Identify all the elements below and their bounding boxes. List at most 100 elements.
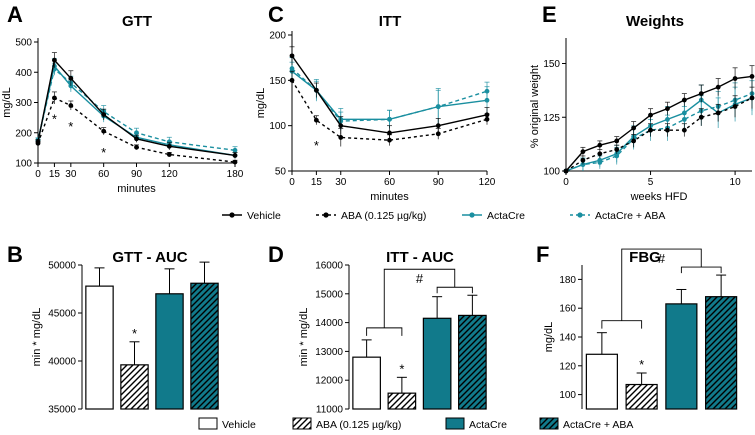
x-tick-label: 90	[433, 177, 445, 188]
data-point	[52, 57, 57, 63]
data-point	[435, 123, 441, 129]
data-point	[435, 104, 441, 110]
data-point	[134, 136, 139, 142]
legend-swatch	[292, 417, 312, 430]
legend-label: ABA (0.125 µg/kg)	[341, 210, 426, 222]
legend-label: Vehicle	[222, 419, 256, 431]
data-point	[631, 125, 637, 131]
legend-marker	[323, 212, 329, 218]
significance-marker: #	[658, 251, 666, 266]
x-tick-label: 15	[311, 177, 323, 188]
legend-lines: Vehicle ABA (0.125 µg/kg) ActaCre ActaCre +…	[222, 210, 665, 222]
panel-letter: D	[268, 242, 284, 267]
data-point	[232, 147, 238, 153]
legend-label: Vehicle	[247, 210, 281, 222]
comparison-bracket: #	[366, 268, 473, 336]
bar	[665, 303, 698, 410]
significance-marker: *	[314, 138, 319, 153]
data-point	[166, 143, 172, 149]
panel-letter: E	[542, 2, 557, 27]
y-tick-label: 180	[559, 275, 576, 286]
y-tick-label: 100	[269, 121, 286, 132]
bracket-line	[383, 268, 456, 328]
data-point	[681, 127, 687, 133]
legend-label: ActaCre	[487, 210, 525, 222]
bracket-line	[621, 248, 702, 321]
legend-swatch	[198, 417, 218, 430]
y-tick-label: 16000	[315, 261, 343, 272]
panel-letter: A	[7, 2, 23, 27]
y-tick-label: 200	[269, 31, 286, 42]
data-point	[597, 151, 603, 157]
chart-title: GTT	[122, 13, 152, 30]
data-point	[313, 87, 319, 93]
x-axis-label: minutes	[370, 191, 409, 203]
data-point	[732, 104, 738, 109]
data-point	[681, 117, 687, 122]
y-tick-label: 12000	[315, 376, 343, 387]
data-point	[665, 106, 670, 112]
legend-marker	[577, 212, 583, 218]
y-tick-label: 50	[275, 167, 287, 178]
data-point	[68, 103, 74, 108]
bracket-line	[680, 266, 722, 274]
data-point	[35, 140, 41, 146]
series-0	[35, 52, 238, 159]
bar	[387, 392, 417, 410]
x-tick-label: 60	[98, 169, 110, 180]
data-point	[232, 153, 238, 158]
series-1	[35, 91, 238, 165]
data-point	[732, 76, 738, 81]
bracket-line	[436, 286, 473, 294]
data-point	[101, 128, 107, 134]
x-tick-label: 120	[161, 169, 178, 180]
legend-item: ABA (0.125 µg/kg)	[316, 210, 426, 222]
panel-C: C ITT 50 100 150 200 0 15 30 60 90 120 minutes mg/dL *	[255, 2, 496, 203]
comparison-bracket: #	[601, 248, 722, 329]
data-point	[289, 77, 295, 83]
panel-A: A GTT 100 200 300 400 500 0 15 30 60 90 120 180 minute…	[1, 2, 244, 195]
y-tick-label: 150	[269, 76, 286, 87]
data-point	[289, 66, 295, 71]
bar	[190, 282, 219, 410]
chart-title: ITT - AUC	[386, 249, 454, 266]
x-tick-label: 120	[479, 177, 496, 188]
y-tick-label: 100	[543, 167, 560, 178]
significance-marker: *	[68, 119, 73, 134]
data-point	[387, 137, 392, 143]
data-point	[232, 159, 238, 165]
panel-B: B GTT - AUC 35000 40000 45000 50000 min * mg/d…	[7, 242, 219, 416]
series-line	[565, 97, 753, 172]
data-point	[665, 127, 670, 133]
y-tick-label: 200	[15, 128, 32, 139]
data-point	[715, 110, 721, 116]
legend-marker	[229, 212, 235, 218]
legend-bars: Vehicle ABA (0.125 µg/kg) ActaCre ActaCre +…	[198, 417, 633, 431]
chart-title: Weights	[626, 13, 684, 30]
legend-item: ActaCre + ABA	[570, 210, 665, 222]
legend-label: ActaCre + ABA	[563, 419, 633, 431]
series-line	[565, 92, 753, 172]
data-point	[484, 116, 490, 122]
legend-item: Vehicle	[222, 210, 281, 222]
y-tick-label: 11000	[316, 405, 344, 416]
x-tick-label: 5	[648, 177, 654, 188]
data-point	[681, 97, 687, 103]
panel-F: F FBG 100 120 140 160 180 mg/dL * #	[536, 242, 738, 410]
data-point	[338, 123, 344, 129]
y-tick-label: 140	[559, 333, 576, 344]
data-point	[749, 74, 755, 79]
bracket-line	[601, 320, 643, 329]
panel-letter: B	[7, 242, 23, 267]
legend-item: ActaCre + ABA	[539, 417, 633, 431]
data-point	[614, 153, 620, 159]
y-axis-label: min * mg/dL	[31, 308, 43, 367]
y-axis-label: mg/dL	[1, 87, 13, 118]
significance-marker: #	[416, 271, 424, 286]
x-axis-label: weeks HFD	[630, 191, 688, 203]
legend-item: Vehicle	[198, 417, 256, 431]
significance-marker: *	[399, 361, 404, 376]
y-tick-label: 45000	[48, 309, 76, 320]
bar	[85, 285, 114, 410]
chart-title: FBG	[629, 249, 661, 266]
